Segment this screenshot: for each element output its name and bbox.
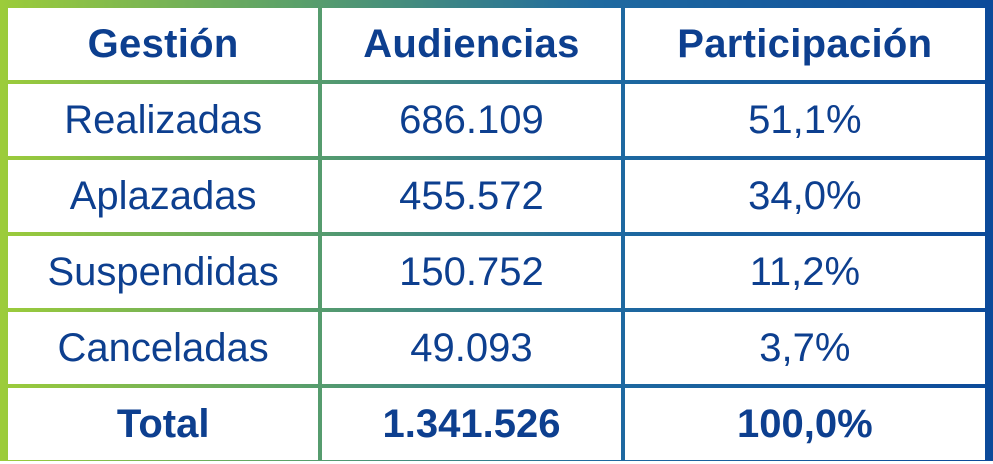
total-participacion: 100,0% — [624, 388, 985, 460]
table-row: Suspendidas 150.752 11,2% — [8, 236, 985, 308]
cell-gestion: Canceladas — [8, 312, 319, 384]
cell-audiencias: 49.093 — [322, 312, 621, 384]
header-audiencias: Audiencias — [322, 8, 621, 80]
cell-audiencias: 686.109 — [322, 84, 621, 156]
header-participacion: Participación — [624, 8, 985, 80]
table-row: Aplazadas 455.572 34,0% — [8, 160, 985, 232]
cell-audiencias: 455.572 — [322, 160, 621, 232]
total-label: Total — [8, 388, 319, 460]
cell-participacion: 11,2% — [624, 236, 985, 308]
total-audiencias: 1.341.526 — [322, 388, 621, 460]
table-row: Canceladas 49.093 3,7% — [8, 312, 985, 384]
audiencias-table: Gestión Audiencias Participación Realiza… — [4, 4, 989, 464]
cell-gestion: Aplazadas — [8, 160, 319, 232]
cell-participacion: 34,0% — [624, 160, 985, 232]
cell-audiencias: 150.752 — [322, 236, 621, 308]
header-row: Gestión Audiencias Participación — [8, 8, 985, 80]
table-row: Realizadas 686.109 51,1% — [8, 84, 985, 156]
total-row: Total 1.341.526 100,0% — [8, 388, 985, 460]
cell-gestion: Suspendidas — [8, 236, 319, 308]
cell-participacion: 51,1% — [624, 84, 985, 156]
cell-gestion: Realizadas — [8, 84, 319, 156]
cell-participacion: 3,7% — [624, 312, 985, 384]
header-gestion: Gestión — [8, 8, 319, 80]
